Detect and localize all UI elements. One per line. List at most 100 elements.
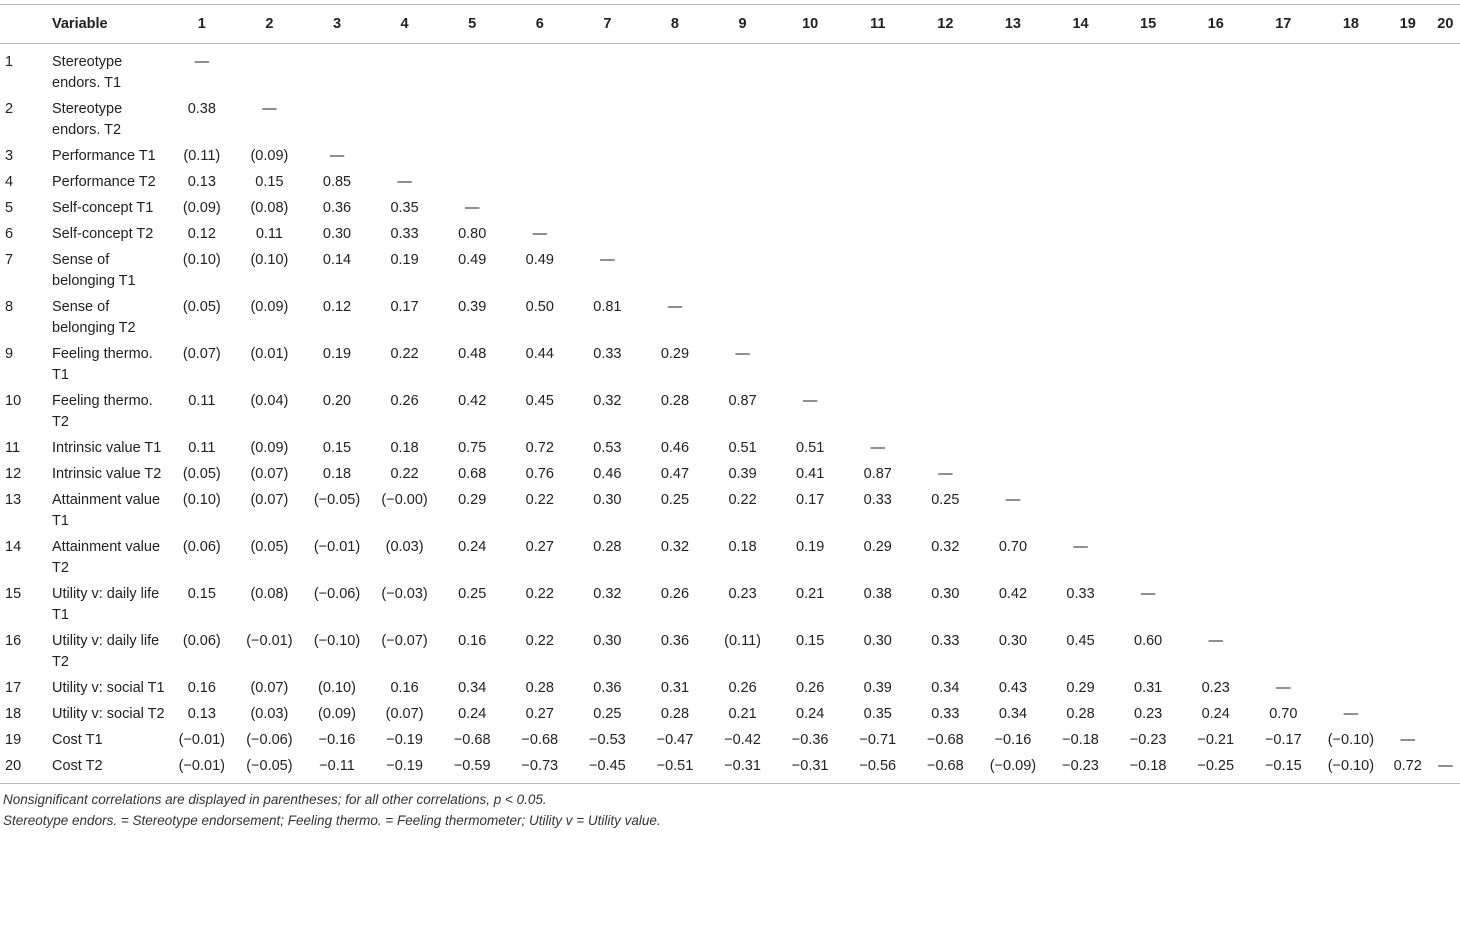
empty-cell (1385, 196, 1431, 222)
table-container: Variable 1 2 3 4 5 6 7 8 9 10 11 12 13 14 15 16 17 18 19 20 … (0, 4, 1460, 831)
row-index: 13 (5, 492, 22, 508)
variable-name: Cost T1 (52, 732, 103, 748)
correlation-cell: 0.85 (322, 174, 352, 190)
correlation-cell: (−0.00) (381, 492, 428, 508)
empty-cell (1385, 535, 1431, 582)
correlation-cell: −0.51 (641, 754, 709, 784)
correlation-cell: 0.53 (593, 440, 622, 456)
correlation-cell: 0.38 (187, 101, 216, 117)
correlation-cell: 0.46 (660, 440, 690, 456)
header-cell: 20 (1430, 4, 1460, 44)
empty-cell (1182, 144, 1250, 170)
header-cell: 12 (911, 4, 980, 44)
empty-cell (506, 196, 574, 222)
correlation-cell: (−0.07) (381, 633, 428, 649)
correlation-cell: 0.29 (1066, 680, 1095, 696)
empty-cell (1047, 342, 1115, 389)
empty-cell (1250, 342, 1318, 389)
table-row: 11 Intrinsic value T1 0.11 (0.09) 0.15 0.18 0.… (0, 436, 1460, 462)
correlation-cell: 0.17 (796, 492, 825, 508)
empty-cell (979, 436, 1047, 462)
header-cell: 15 (1114, 4, 1182, 44)
empty-cell (1114, 389, 1182, 436)
correlation-cell: (0.07) (250, 680, 289, 696)
empty-cell (709, 222, 777, 248)
header-cell: 14 (1046, 4, 1115, 44)
correlation-cell: 0.75 (458, 440, 487, 456)
header-cell: 7 (573, 4, 642, 44)
correlation-cell: — (329, 148, 345, 164)
header-cell (0, 4, 48, 44)
correlation-cell: 0.43 (998, 680, 1028, 696)
correlation-cell: (−0.01) (313, 539, 361, 555)
empty-cell (506, 144, 574, 170)
row-index: 4 (5, 174, 14, 190)
correlation-cell: (0.03) (250, 706, 289, 722)
empty-cell (844, 170, 912, 196)
empty-cell (1182, 170, 1250, 196)
correlation-cell: (0.09) (250, 299, 289, 315)
empty-cell (1182, 389, 1250, 436)
table-notes: Nonsignificant correlations are displaye… (0, 789, 1460, 831)
empty-cell (912, 222, 980, 248)
table-row: 6 Self-concept T2 0.12 0.11 0.30 0.33 0.80 — (0, 222, 1460, 248)
empty-cell (641, 170, 709, 196)
correlation-cell: 0.30 (593, 633, 622, 649)
row-index: 6 (5, 226, 14, 242)
empty-cell (912, 342, 980, 389)
correlation-cell: 0.24 (796, 706, 825, 722)
correlation-cell: — (262, 101, 277, 117)
correlation-cell: 0.28 (593, 539, 622, 555)
empty-cell (1431, 342, 1460, 389)
correlation-cell: 0.60 (1134, 633, 1163, 649)
correlation-cell: (0.05) (250, 539, 289, 555)
correlation-cell: 0.24 (458, 706, 487, 722)
row-index: 20 (0, 754, 48, 784)
variable-name: Attainment value T2 (52, 539, 161, 576)
empty-cell (641, 44, 709, 98)
correlation-cell: 0.30 (322, 226, 352, 242)
row-index: 17 (5, 680, 22, 696)
empty-cell (641, 196, 709, 222)
table-body: 1 Stereotype endors. T1 — 2 Stereotype endor… (0, 44, 1460, 784)
correlation-cell: (0.07) (385, 706, 424, 722)
empty-cell (1431, 222, 1460, 248)
table-row: 19 Cost T1 (−0.01) (−0.06) −0.16 −0.19 −0.68 −0… (0, 728, 1460, 754)
empty-cell (1250, 582, 1318, 629)
correlation-cell: 0.33 (931, 633, 960, 649)
correlation-cell: 0.70 (1269, 706, 1298, 722)
empty-cell (506, 97, 574, 144)
correlation-cell: −0.17 (1264, 732, 1302, 748)
empty-cell (1047, 248, 1115, 295)
empty-cell (1114, 488, 1182, 535)
empty-cell (979, 44, 1047, 98)
correlation-cell: −0.23 (1046, 754, 1115, 784)
empty-cell (912, 170, 980, 196)
variable-name: Feeling thermo. T2 (52, 393, 153, 430)
empty-cell (1182, 436, 1250, 462)
correlation-cell: 0.39 (863, 680, 892, 696)
empty-cell (1114, 170, 1182, 196)
empty-cell (709, 248, 777, 295)
empty-cell (912, 97, 980, 144)
empty-cell (1317, 295, 1385, 342)
correlation-cell: 0.22 (390, 346, 419, 362)
empty-cell (1047, 44, 1115, 98)
empty-cell (776, 295, 844, 342)
correlation-cell: 0.70 (998, 539, 1028, 555)
correlation-cell: (0.08) (250, 200, 289, 216)
correlation-cell: (0.10) (182, 252, 221, 268)
header-cell: 9 (708, 4, 777, 44)
correlation-cell: 0.25 (458, 586, 487, 602)
empty-cell (438, 97, 506, 144)
empty-cell (1047, 488, 1115, 535)
empty-cell (1250, 222, 1318, 248)
correlation-cell: — (870, 440, 886, 456)
empty-cell (1385, 676, 1431, 702)
empty-cell (844, 97, 912, 144)
header-row: Variable 1 2 3 4 5 6 7 8 9 10 11 12 13 14 15 16 17 18 19 20 (0, 4, 1460, 44)
correlation-table: Variable 1 2 3 4 5 6 7 8 9 10 11 12 13 14 15 16 17 18 19 20 … (0, 4, 1460, 784)
table-row: 8 Sense of belonging T2 (0.05) (0.09) 0.12 0.… (0, 295, 1460, 342)
empty-cell (1317, 389, 1385, 436)
empty-cell (979, 389, 1047, 436)
